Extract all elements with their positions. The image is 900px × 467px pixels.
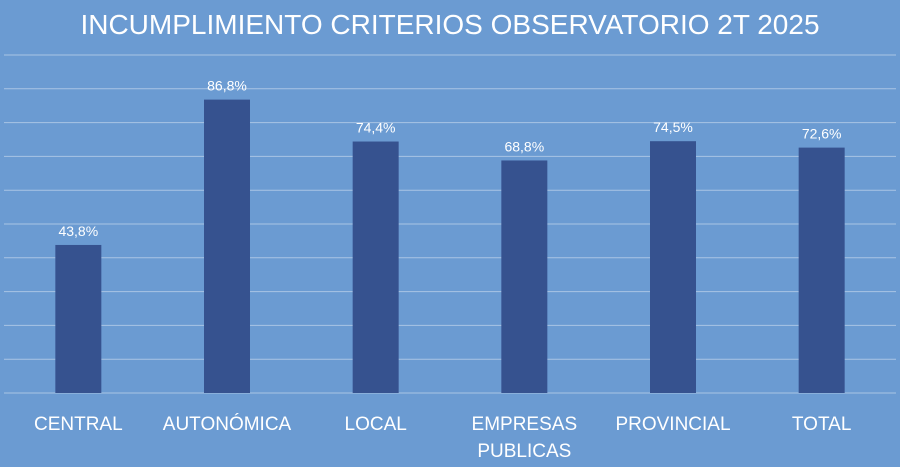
bar [55,244,102,393]
category-label: TOTAL [792,414,851,435]
category-label: LOCAL [345,414,407,435]
gridlines [4,54,896,394]
data-label: 74,5% [653,119,693,135]
category-labels: CENTRAL AUTONÓMICA LOCAL EMPRESAS PUBLICAS PR… [34,413,851,462]
data-label: 43,8% [58,223,98,239]
category-label: EMPRESAS [472,414,578,435]
category-label: CENTRAL [34,414,123,435]
data-label: 72,6% [802,126,842,142]
data-labels: 43,8% 86,8% 74,4% 68,8% 74,5% 72,6% [58,78,841,239]
data-label: 74,4% [356,120,396,136]
chart-title: INCUMPLIMIENTO CRITERIOS OBSERVATORIO 2T… [80,9,819,40]
bars [55,99,845,393]
data-label: 86,8% [207,78,247,94]
bar [798,147,845,393]
bar [204,99,250,393]
data-label: 68,8% [504,138,544,154]
category-label: AUTONÓMICA [163,413,292,435]
bar [501,160,548,393]
category-label: PROVINCIAL [615,414,730,435]
bar [352,141,399,393]
category-label: PUBLICAS [477,441,571,462]
bar [650,141,696,393]
